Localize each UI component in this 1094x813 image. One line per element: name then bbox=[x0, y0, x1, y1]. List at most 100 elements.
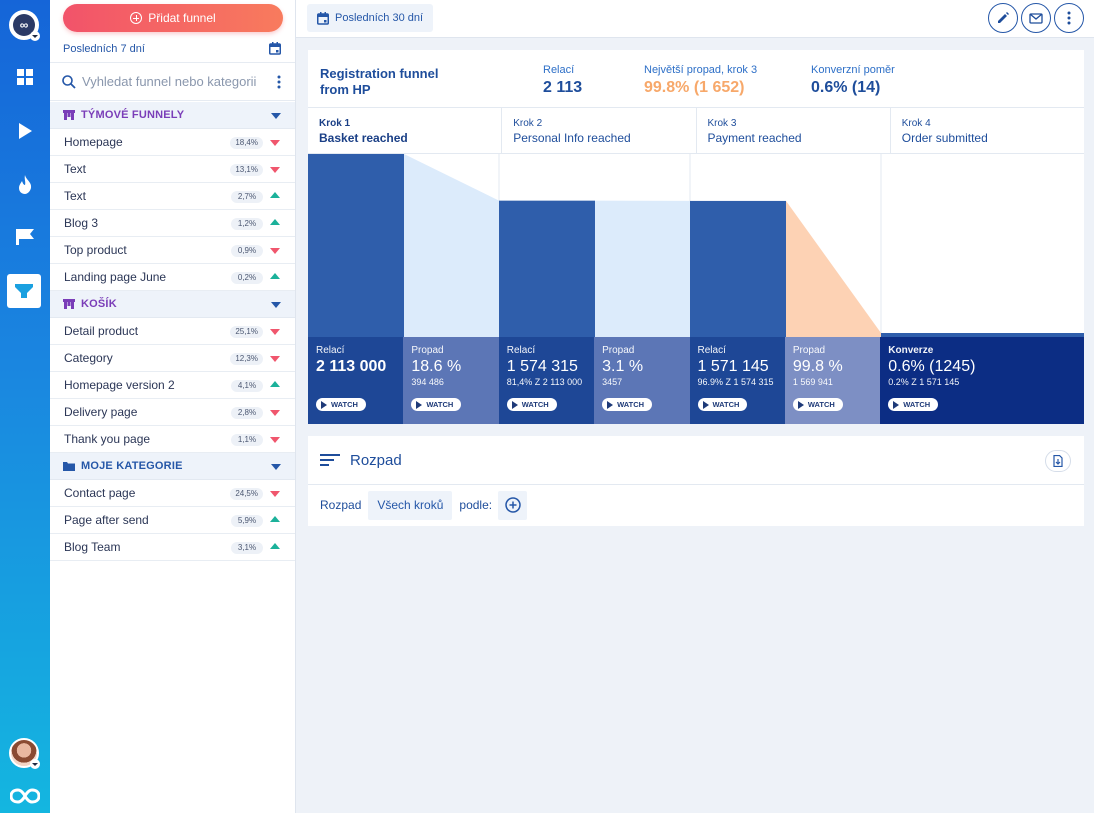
list-item[interactable]: Page after send 5,9% bbox=[50, 507, 295, 534]
sidebar-period[interactable]: Posledních 7 dní bbox=[63, 43, 145, 55]
tile-sessions-step-2: Relací 1 574 315 81,4% Z 2 113 000 WATCH bbox=[498, 337, 595, 424]
play-icon bbox=[511, 400, 518, 409]
export-button[interactable] bbox=[1045, 450, 1071, 472]
item-badge: 3,1% bbox=[231, 542, 263, 554]
chevron-down-icon[interactable] bbox=[271, 464, 281, 470]
stat-value: 0.6% (14) bbox=[811, 79, 881, 96]
chevron-down-icon[interactable] bbox=[271, 113, 281, 119]
funnel-bar bbox=[690, 200, 786, 337]
tile-label: Relací bbox=[506, 345, 536, 356]
search-input[interactable] bbox=[82, 74, 262, 89]
funnel-search bbox=[50, 62, 295, 101]
nav-funnels[interactable] bbox=[7, 274, 41, 308]
tile-label: Propad bbox=[792, 345, 826, 356]
group-team-funnels[interactable]: TÝMOVÉ FUNNELY bbox=[50, 102, 295, 129]
app-logo[interactable]: ∞ bbox=[9, 10, 40, 41]
play-icon bbox=[19, 123, 32, 139]
tab-step-3[interactable]: Krok 3 Payment reached bbox=[697, 108, 891, 153]
calendar-icon[interactable] bbox=[269, 42, 281, 55]
group-title: TÝMOVÉ FUNNELY bbox=[81, 109, 185, 121]
stat-value: 2 113 bbox=[543, 79, 583, 96]
group-my-categories[interactable]: MOJE KATEGORIE bbox=[50, 453, 295, 480]
watch-button[interactable]: WATCH bbox=[792, 398, 843, 411]
date-range-button[interactable]: Posledních 30 dní bbox=[307, 4, 434, 32]
item-name: Page after send bbox=[64, 513, 149, 527]
item-name: Detail product bbox=[64, 324, 139, 338]
tile-conversion: Konverze 0.6% (1245) 0.2% Z 1 571 145 WA… bbox=[880, 337, 1084, 424]
breakdown-title: Rozpad bbox=[350, 451, 402, 469]
play-icon bbox=[321, 400, 327, 409]
list-item[interactable]: Text 2,7% bbox=[50, 183, 295, 210]
team-folder-icon bbox=[63, 299, 75, 309]
group-title: KOŠÍK bbox=[81, 298, 117, 310]
list-item[interactable]: Blog 3 1,2% bbox=[50, 210, 295, 237]
play-icon bbox=[702, 400, 709, 409]
list-item[interactable]: Delivery page 2,8% bbox=[50, 399, 295, 426]
step-name: Personal Info reached bbox=[513, 131, 631, 145]
share-button[interactable] bbox=[1021, 3, 1051, 33]
tile-label: Relací bbox=[316, 345, 345, 356]
item-name: Blog Team bbox=[64, 540, 121, 554]
list-item[interactable]: Text 13,1% bbox=[50, 156, 295, 183]
item-badge: 13,1% bbox=[230, 164, 263, 176]
list-item[interactable]: Category 12,3% bbox=[50, 345, 295, 372]
stat-label: Největší propad, krok 3 bbox=[644, 64, 758, 76]
tile-sessions-step-3: Relací 1 571 145 96.9% Z 1 574 315 WATCH bbox=[689, 337, 785, 424]
trend-up-icon bbox=[270, 516, 280, 522]
watch-button[interactable]: WATCH bbox=[316, 398, 366, 411]
trend-up-icon bbox=[270, 543, 280, 549]
list-item[interactable]: Thank you page 1,1% bbox=[50, 426, 295, 453]
tab-step-1[interactable]: Krok 1 Basket reached bbox=[308, 108, 503, 153]
nav-heatmaps[interactable] bbox=[0, 166, 50, 202]
item-name: Text bbox=[64, 189, 87, 203]
trend-down-icon bbox=[270, 329, 280, 335]
list-item[interactable]: Detail product 25,1% bbox=[50, 318, 295, 345]
flame-icon bbox=[19, 174, 32, 194]
tile-drop-step-2: Propad 3.1 % 3457 WATCH bbox=[594, 337, 690, 424]
tile-sub: 1 569 941 bbox=[792, 377, 833, 387]
item-name: Homepage version 2 bbox=[64, 378, 175, 392]
group-basket[interactable]: KOŠÍK bbox=[50, 291, 295, 318]
tab-step-2[interactable]: Krok 2 Personal Info reached bbox=[502, 108, 697, 153]
more-vertical-icon[interactable] bbox=[277, 75, 281, 89]
watch-button[interactable]: WATCH bbox=[888, 398, 939, 411]
nav-dashboard[interactable] bbox=[0, 59, 50, 95]
chevron-down-icon bbox=[30, 31, 40, 41]
watch-label: WATCH bbox=[807, 400, 835, 409]
list-item[interactable]: Top product 0,9% bbox=[50, 237, 295, 264]
steps-selector[interactable]: Všech kroků bbox=[368, 490, 453, 520]
more-button[interactable] bbox=[1054, 3, 1084, 33]
user-avatar[interactable] bbox=[9, 738, 40, 769]
nav-goals[interactable] bbox=[0, 219, 50, 255]
watch-button[interactable]: WATCH bbox=[411, 398, 462, 411]
chevron-down-icon[interactable] bbox=[271, 302, 281, 308]
add-funnel-button[interactable]: Přidat funnel bbox=[63, 4, 283, 32]
funnel-list: TÝMOVÉ FUNNELY Homepage 18,4% Text 13,1% T… bbox=[50, 102, 295, 561]
nav-recordings[interactable] bbox=[0, 113, 50, 149]
watch-button[interactable]: WATCH bbox=[602, 398, 653, 411]
tab-step-4[interactable]: Krok 4 Order submitted bbox=[891, 108, 1084, 153]
breakdown-header: Rozpad bbox=[308, 436, 1084, 485]
stat-label: Relací bbox=[543, 64, 575, 76]
funnel-sidebar: Přidat funnel Posledních 7 dní TÝMOVÉ FU… bbox=[50, 0, 296, 813]
infinity-icon: ∞ bbox=[13, 14, 35, 36]
add-dimension-button[interactable] bbox=[498, 490, 528, 520]
edit-button[interactable] bbox=[988, 3, 1018, 33]
item-badge: 0,2% bbox=[231, 272, 263, 284]
tile-label: Propad bbox=[602, 345, 635, 356]
funnel-drop-area bbox=[595, 200, 690, 337]
list-item[interactable]: Homepage version 2 4,1% bbox=[50, 372, 295, 399]
list-item[interactable]: Homepage 18,4% bbox=[50, 129, 295, 156]
item-badge: 5,9% bbox=[231, 515, 263, 527]
funnel-chart-svg bbox=[308, 154, 1084, 337]
item-name: Landing page June bbox=[64, 270, 167, 284]
list-item[interactable]: Contact page 24,5% bbox=[50, 480, 295, 507]
watch-label: WATCH bbox=[712, 400, 740, 409]
infinity-logo-icon bbox=[10, 788, 40, 804]
list-item[interactable]: Blog Team 3,1% bbox=[50, 534, 295, 561]
trend-down-icon bbox=[270, 356, 280, 362]
watch-button[interactable]: WATCH bbox=[506, 398, 557, 411]
list-item[interactable]: Landing page June 0,2% bbox=[50, 264, 295, 291]
watch-button[interactable]: WATCH bbox=[697, 398, 748, 411]
step-number: Krok 1 bbox=[319, 118, 351, 129]
